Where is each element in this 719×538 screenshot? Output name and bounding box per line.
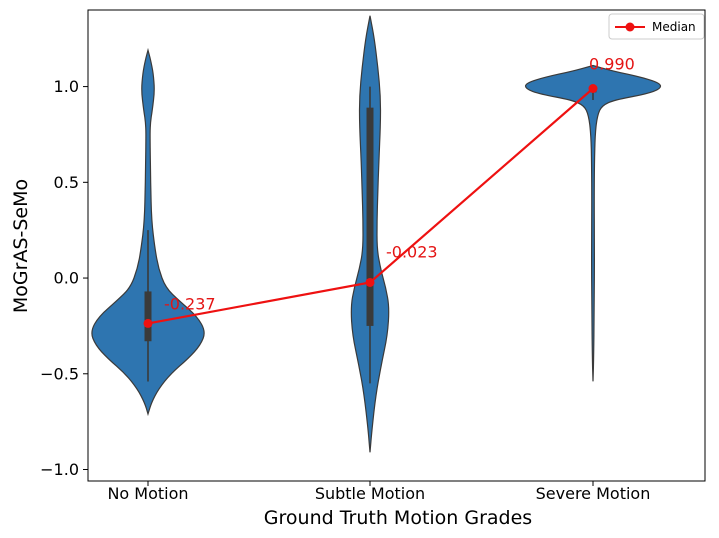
legend: Median (608, 13, 705, 40)
y-tick-label-3: 0.5 (54, 173, 79, 192)
x-axis-label: Ground Truth Motion Grades (264, 507, 532, 529)
median-annotation-2: 0.990 (589, 55, 635, 74)
y-tick-label-4: 1.0 (54, 77, 79, 96)
median-marker-2 (588, 84, 598, 93)
violin-iqr-box-0 (144, 291, 152, 342)
median-annotation-0: -0.237 (164, 294, 216, 313)
y-tick-label-2: 0.0 (54, 269, 79, 288)
y-tick-label-1: −0.5 (40, 364, 79, 383)
violin-layer (91, 15, 662, 453)
violin-2 (524, 64, 662, 382)
median-marker-0 (143, 318, 153, 328)
median-layer: -0.237 -0.023 0.990 (143, 55, 635, 328)
median-marker-1 (365, 277, 375, 287)
x-tick-label-0: No Motion (107, 484, 188, 503)
axes-layer: −1.0 −0.5 0.0 0.5 1.0 No Motion Subtle Motion S… (40, 9, 706, 503)
y-axis-label: MoGrAS-SeMo (10, 179, 32, 313)
legend-frame (608, 13, 705, 40)
y-tick-label-0: −1.0 (40, 460, 79, 479)
x-tick-label-1: Subtle Motion (315, 484, 425, 503)
violin-iqr-box-1 (366, 107, 374, 326)
median-annotation-1: -0.023 (386, 242, 438, 261)
plot-frame (87, 9, 706, 482)
x-tick-label-2: Severe Motion (536, 484, 651, 503)
legend-label: Median (652, 20, 696, 34)
legend-marker-swatch (625, 22, 635, 32)
